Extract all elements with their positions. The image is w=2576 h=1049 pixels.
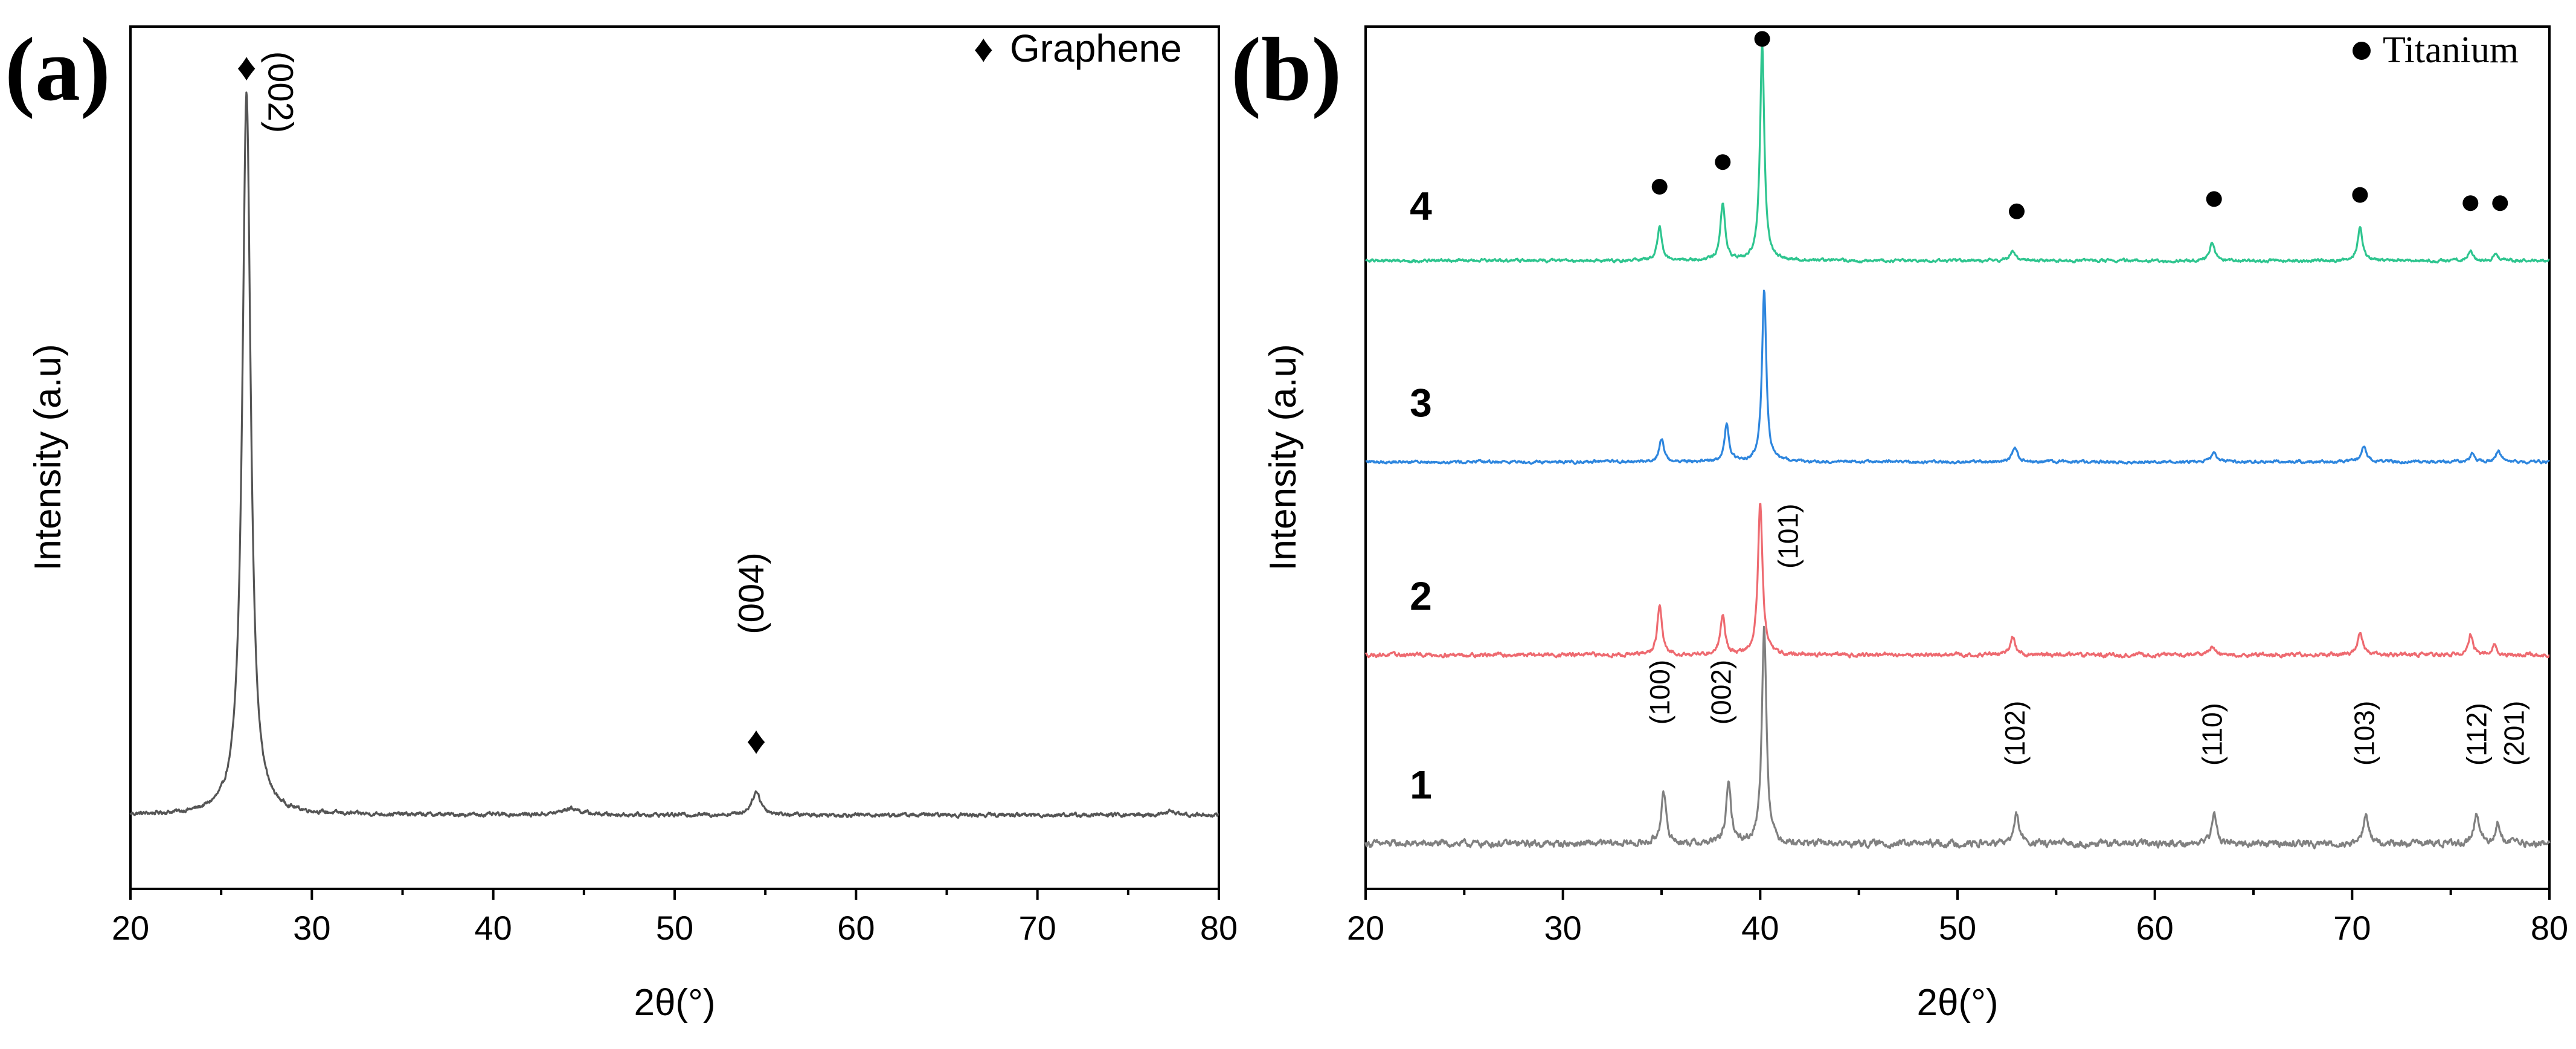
panel-label-a: (a)	[5, 19, 111, 120]
peak-annotations-b: (100) (002) (101) (102) (110) (103) (112) (201)	[1644, 504, 2529, 766]
x-tick-label-20: 20	[1347, 909, 1384, 947]
peak-label: (112)	[2461, 703, 2493, 766]
x-tick-label-30: 30	[293, 909, 330, 947]
x-axis-ticks-b: 20 30 40 50 60 70 80	[1347, 889, 2568, 947]
legend-marker-b	[2353, 42, 2371, 60]
x-tick-label-30: 30	[1544, 909, 1582, 947]
series-line-4	[1365, 40, 2550, 264]
x-tick-label-40: 40	[475, 909, 512, 947]
series-labels-b: 1 2 3 4	[1410, 183, 1432, 807]
series-label-3: 3	[1410, 381, 1432, 425]
x-tick-label-70: 70	[2333, 909, 2371, 947]
peak-label: (101)	[1772, 504, 1804, 569]
x-tick-label-40: 40	[1741, 909, 1779, 947]
y-axis-title-a: Intensity (a.u)	[27, 344, 69, 571]
series-line-2	[1364, 503, 2550, 659]
x-axis-ticks-a: 20 30 40 50 60 70 80	[112, 889, 1238, 947]
x-tick-label-20: 20	[112, 909, 149, 947]
x-tick-label-60: 60	[837, 909, 875, 947]
panel-label-b: (b)	[1231, 19, 1341, 120]
x-tick-label-60: 60	[2136, 909, 2174, 947]
peak-label: (002)	[1705, 660, 1736, 725]
peak-label: (110)	[2197, 703, 2228, 766]
x-axis-title-b: 2θ(°)	[1916, 982, 1998, 1024]
x-tick-label-80: 80	[2531, 909, 2568, 947]
y-axis-title-b: Intensity (a.u)	[1262, 344, 1304, 571]
series-group-a	[129, 91, 1219, 819]
series-label-4: 4	[1410, 183, 1432, 228]
titanium-peak-marker	[2009, 203, 2025, 219]
peak-label: (100)	[1644, 660, 1675, 725]
x-tick-label-70: 70	[1019, 909, 1056, 947]
peak-annotations-a: (002)♦(004)♦	[237, 45, 771, 762]
peak-label: (002)	[260, 51, 300, 133]
legend-a: ♦ Graphene	[974, 27, 1182, 70]
titanium-peak-marker	[1715, 154, 1731, 170]
series-line-graphene	[129, 91, 1219, 819]
legend-label-b: Titanium	[2383, 30, 2519, 71]
series-line-1	[1364, 625, 2551, 850]
x-axis-title-a: 2θ(°)	[634, 982, 715, 1024]
series-group-b	[1364, 40, 2551, 850]
titanium-peak-marker	[1651, 179, 1668, 195]
graphene-peak-marker: ♦	[747, 718, 766, 762]
chart-panel-a: (a) 20 30 40 50 60 70 80 (002)♦(004)♦ ♦ Graphe…	[5, 19, 1238, 1024]
peak-label: (004)	[732, 552, 771, 634]
legend-label-a: Graphene	[1010, 27, 1182, 70]
titanium-markers-b	[1651, 31, 2508, 219]
x-tick-label-50: 50	[656, 909, 693, 947]
titanium-peak-marker	[2352, 187, 2368, 203]
series-label-2: 2	[1410, 573, 1432, 618]
x-tick-label-80: 80	[1200, 909, 1238, 947]
peak-label: (102)	[1999, 701, 2031, 766]
peak-label: (201)	[2499, 701, 2530, 766]
series-line-3	[1365, 289, 2550, 465]
series-label-1: 1	[1410, 763, 1432, 807]
titanium-peak-marker	[1754, 31, 1770, 47]
titanium-peak-marker	[2206, 191, 2222, 207]
x-tick-label-50: 50	[1939, 909, 1976, 947]
legend-b: Titanium	[2353, 30, 2519, 71]
graphene-peak-marker: ♦	[237, 45, 257, 88]
plot-frame-a	[129, 25, 1220, 890]
titanium-peak-marker	[2492, 195, 2508, 211]
legend-marker-a: ♦	[974, 27, 994, 70]
peak-label: (103)	[2348, 701, 2380, 766]
titanium-peak-marker	[2462, 195, 2479, 211]
